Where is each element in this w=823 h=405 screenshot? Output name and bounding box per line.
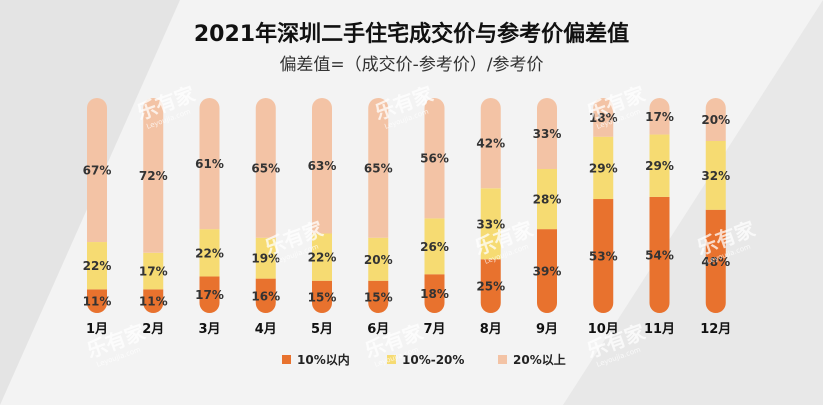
bar-segment: [480, 188, 501, 260]
bar-segment: [705, 98, 726, 141]
chart-subtitle: 偏差值=（成交价-参考价）/参考价: [279, 55, 544, 75]
bar-segment: [537, 98, 557, 169]
data-label: 17%: [645, 110, 674, 124]
legend-swatch: [387, 355, 396, 364]
x-tick-label: 7月: [423, 322, 445, 337]
legend-swatch: [282, 355, 291, 364]
bar-segment: [199, 276, 220, 313]
bar-segment: [368, 280, 389, 313]
data-label: 33%: [476, 217, 505, 231]
bar-segment: [593, 136, 614, 200]
x-tick-label: 8月: [480, 322, 502, 337]
bar-segment: [480, 259, 501, 313]
data-label: 16%: [251, 289, 280, 303]
data-label: 22%: [308, 251, 337, 265]
bar-segment: [537, 229, 557, 313]
legend-swatch: [498, 355, 507, 364]
x-tick-label: 10月: [588, 322, 619, 337]
bar-segment: [649, 134, 670, 197]
x-tick-label: 4月: [255, 322, 277, 337]
bar-segment: [424, 98, 445, 219]
bar-segment: [705, 141, 726, 210]
data-label: 32%: [701, 169, 730, 183]
bar-segment: [312, 233, 332, 281]
bar-segment: [87, 242, 107, 290]
data-label: 33%: [533, 127, 562, 141]
data-label: 54%: [645, 248, 674, 262]
data-label: 20%: [364, 253, 393, 267]
bar-segment: [649, 196, 670, 313]
data-label: 28%: [533, 193, 562, 207]
data-label: 22%: [83, 259, 112, 273]
bar-segment: [255, 237, 276, 279]
data-label: 11%: [83, 295, 112, 309]
bar-segment: [87, 289, 107, 313]
bar-segment: [87, 98, 107, 243]
data-label: 22%: [195, 246, 224, 260]
bar-segment: [199, 98, 220, 230]
bar-segment: [424, 274, 445, 313]
data-label: 65%: [364, 161, 393, 175]
bar-segment: [537, 168, 557, 230]
data-label: 20%: [701, 113, 730, 127]
x-tick-label: 6月: [367, 322, 389, 337]
bar-segment: [480, 98, 501, 189]
data-label: 29%: [589, 161, 618, 175]
data-label: 65%: [251, 161, 280, 175]
data-label: 72%: [139, 169, 168, 183]
bar-segment: [424, 218, 445, 275]
data-label: 39%: [533, 265, 562, 279]
x-tick-label: 2月: [142, 322, 164, 337]
data-label: 17%: [195, 288, 224, 302]
x-tick-label: 9月: [536, 322, 558, 337]
x-tick-label: 1月: [86, 322, 108, 337]
data-label: 42%: [476, 137, 505, 151]
data-label: 15%: [364, 290, 393, 304]
x-tick-label: 12月: [700, 322, 731, 337]
legend-label: 10%-20%: [402, 353, 464, 367]
x-tick-label: 3月: [198, 322, 220, 337]
data-label: 56%: [420, 152, 449, 166]
bar-segment: [255, 98, 276, 238]
bar-segment: [312, 280, 332, 313]
data-label: 19%: [251, 252, 280, 266]
data-label: 63%: [308, 159, 337, 173]
bar-segment: [143, 252, 164, 290]
bar-segment: [368, 237, 389, 281]
data-label: 67%: [83, 164, 112, 178]
data-label: 61%: [195, 157, 224, 171]
bar-segment: [593, 199, 614, 313]
data-label: 53%: [589, 250, 618, 264]
bar-segment: [593, 98, 614, 137]
bar-segment: [255, 278, 276, 313]
data-label: 18%: [589, 111, 618, 125]
bar-segment: [368, 98, 389, 238]
data-label: 26%: [420, 240, 449, 254]
data-label: 15%: [308, 290, 337, 304]
data-label: 29%: [645, 159, 674, 173]
bar-segment: [143, 289, 164, 313]
data-label: 17%: [139, 265, 168, 279]
bar-segment: [649, 98, 670, 135]
bar-segment: [705, 209, 726, 313]
legend-label: 20%以上: [513, 352, 566, 367]
bar-segment: [143, 98, 164, 253]
data-label: 48%: [701, 255, 730, 269]
data-label: 18%: [420, 287, 449, 301]
legend-label: 10%以内: [297, 352, 350, 367]
chart-title: 2021年深圳二手住宅成交价与参考价偏差值: [193, 22, 630, 47]
x-tick-label: 11月: [644, 322, 675, 337]
bar-segment: [312, 98, 332, 234]
x-tick-label: 5月: [311, 322, 333, 337]
data-label: 25%: [476, 280, 505, 294]
data-label: 11%: [139, 295, 168, 309]
bar-segment: [199, 229, 220, 277]
